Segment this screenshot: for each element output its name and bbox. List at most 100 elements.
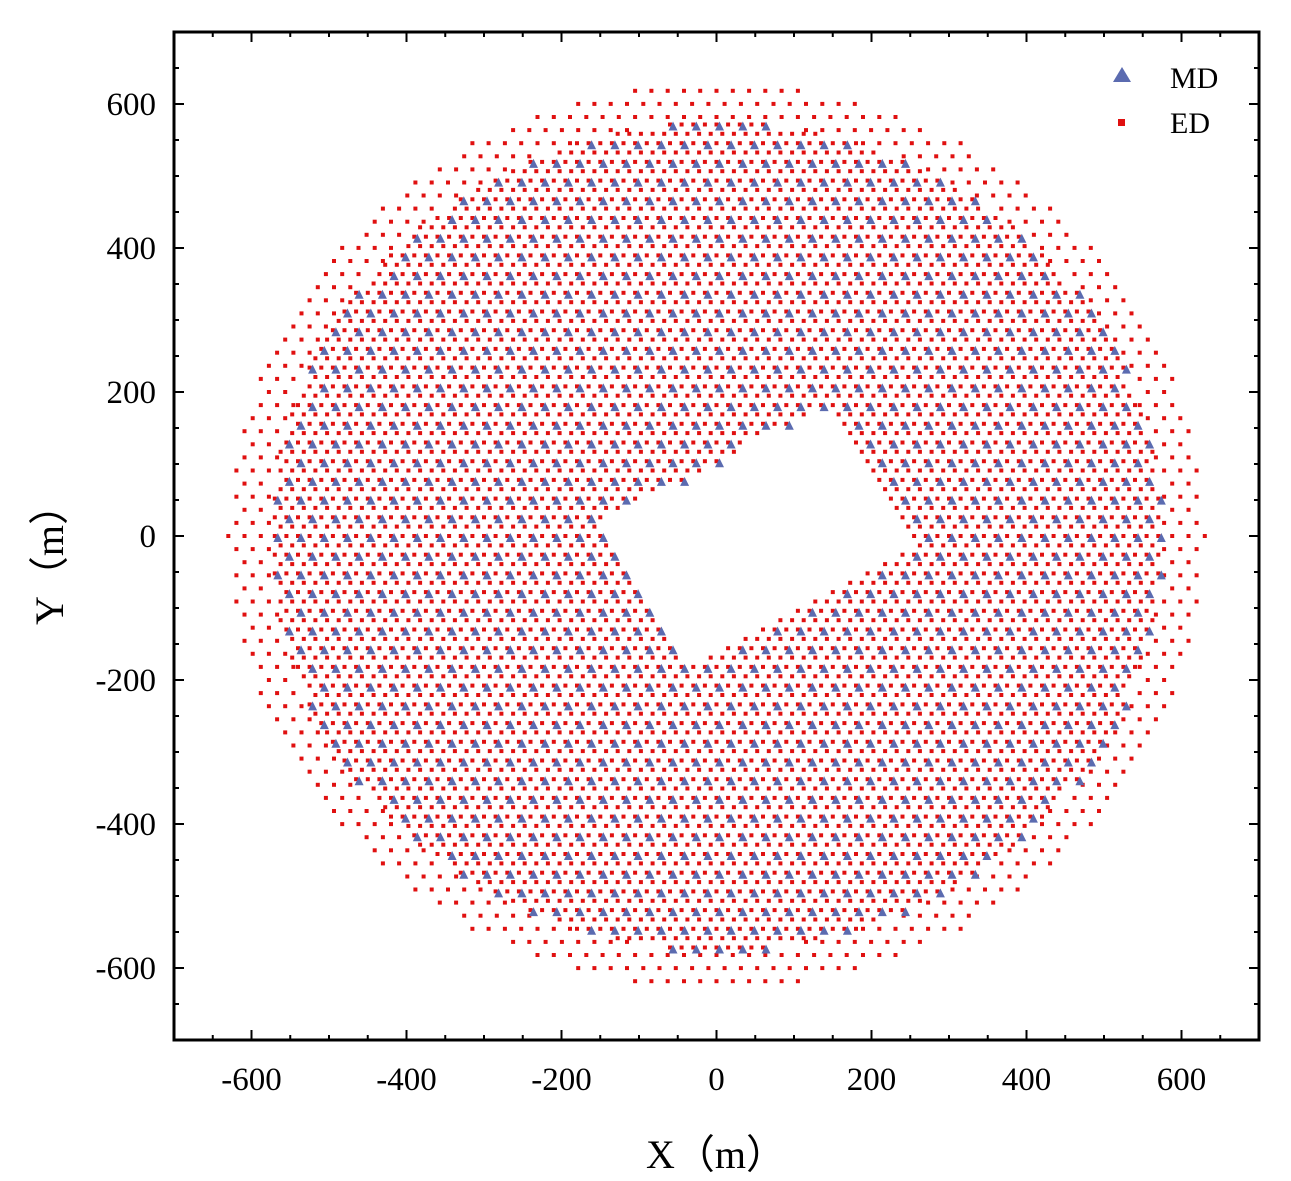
ed-point — [400, 627, 405, 632]
ed-point — [621, 833, 626, 838]
ed-point — [848, 393, 853, 398]
ed-point — [813, 823, 818, 828]
ed-point — [1063, 739, 1068, 744]
ed-point — [1010, 805, 1015, 810]
ed-point — [854, 833, 858, 838]
ed-point — [621, 926, 626, 931]
ed-point — [464, 842, 469, 847]
ed-point — [511, 618, 516, 623]
ed-point — [720, 431, 725, 436]
ed-point — [493, 833, 498, 838]
ed-point — [730, 979, 735, 984]
ed-point — [1028, 739, 1033, 744]
ed-point — [1080, 337, 1085, 342]
ed-point — [906, 225, 911, 230]
ed-point — [679, 403, 684, 408]
ed-point — [470, 664, 475, 669]
ed-point — [1005, 253, 1010, 258]
ed-point — [668, 421, 672, 426]
ed-point — [476, 300, 481, 305]
ed-point — [1098, 739, 1103, 744]
ed-point — [487, 524, 492, 529]
ed-point — [981, 833, 986, 838]
ed-point — [429, 655, 434, 660]
ed-point — [714, 758, 719, 763]
ed-point — [359, 674, 364, 679]
ed-point — [720, 206, 725, 211]
ed-point — [476, 767, 481, 772]
ed-point — [389, 346, 393, 351]
ed-point — [737, 178, 742, 183]
ed-point — [644, 739, 649, 744]
ed-point — [638, 150, 643, 155]
ed-point — [534, 412, 539, 417]
ed-point — [952, 431, 957, 436]
ed-point — [371, 431, 376, 436]
ed-point — [1074, 739, 1079, 744]
ed-point — [528, 833, 533, 838]
ed-point — [627, 898, 632, 903]
ed-point — [854, 627, 858, 632]
ed-point — [854, 590, 858, 595]
ed-point — [668, 739, 672, 744]
ed-point — [482, 571, 486, 576]
ed-point — [923, 814, 928, 819]
ed-point — [970, 384, 975, 389]
ed-point — [429, 749, 434, 754]
ed-point — [842, 870, 847, 875]
ed-point — [429, 580, 434, 585]
ed-point — [441, 693, 446, 697]
ed-point — [801, 636, 806, 641]
ed-point — [708, 805, 713, 810]
ed-point — [383, 487, 388, 492]
ed-point — [726, 889, 731, 894]
ed-point — [633, 141, 638, 146]
ed-point — [917, 449, 922, 454]
ed-point — [1115, 449, 1120, 454]
ed-point — [987, 300, 992, 305]
ed-point — [917, 187, 922, 192]
ed-point — [784, 403, 789, 408]
ed-point — [563, 721, 568, 726]
ed-point — [551, 178, 556, 183]
ed-point — [354, 646, 359, 651]
ed-point — [551, 608, 556, 613]
ed-point — [359, 524, 364, 529]
ed-point — [644, 178, 649, 183]
ed-point — [981, 646, 986, 651]
ed-point — [1022, 337, 1027, 342]
ed-point — [656, 440, 661, 445]
ed-point — [854, 758, 858, 763]
ed-point — [1005, 552, 1010, 557]
ed-point — [580, 693, 585, 697]
ed-point — [871, 842, 876, 847]
ed-point — [493, 721, 498, 726]
ed-point — [348, 300, 353, 305]
ed-point — [976, 225, 981, 230]
ed-point — [662, 375, 667, 379]
ed-point — [615, 487, 620, 492]
ed-point — [737, 141, 742, 146]
ed-point — [824, 636, 829, 641]
ed-point — [464, 786, 469, 791]
ed-point — [400, 515, 405, 520]
ed-point — [842, 590, 847, 595]
ed-point — [923, 534, 928, 538]
ed-point — [749, 889, 754, 894]
ed-point — [778, 767, 783, 772]
ed-point — [912, 477, 917, 482]
ed-point — [668, 702, 672, 707]
ed-point — [586, 852, 591, 856]
ed-point — [749, 309, 754, 314]
ed-point — [365, 702, 370, 707]
ed-point — [551, 534, 556, 538]
ed-point — [1103, 449, 1108, 454]
ed-point — [941, 412, 946, 417]
ed-point — [569, 187, 574, 192]
ed-point — [592, 281, 597, 286]
ed-point — [418, 393, 423, 398]
ed-point — [842, 309, 847, 314]
ed-point — [377, 721, 382, 726]
ed-point — [447, 403, 452, 408]
ed-point — [290, 580, 295, 585]
